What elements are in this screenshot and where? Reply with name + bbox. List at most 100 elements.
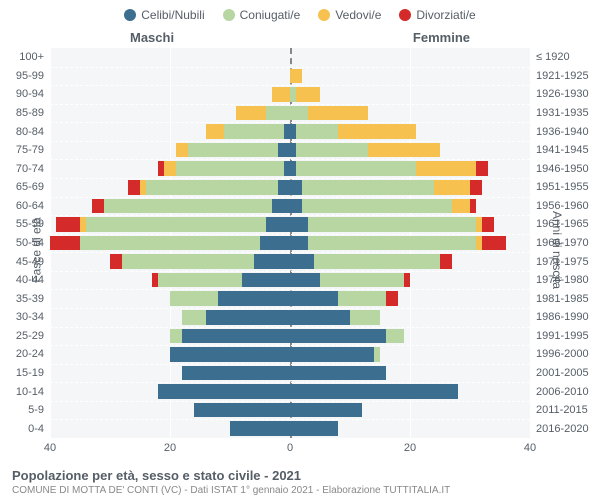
bar-segment bbox=[296, 161, 416, 176]
bar-female bbox=[290, 403, 530, 418]
bar-segment bbox=[308, 106, 368, 121]
bar-male bbox=[50, 236, 290, 251]
birth-year-label: 2011-2015 bbox=[536, 401, 588, 420]
bar-male bbox=[50, 403, 290, 418]
birth-year-label: 1931-1935 bbox=[536, 104, 589, 123]
pyramid-row bbox=[50, 345, 530, 364]
bar-female bbox=[290, 217, 530, 232]
bar-segment bbox=[290, 69, 302, 84]
label-maschi: Maschi bbox=[130, 30, 174, 45]
bar-segment bbox=[482, 236, 506, 251]
chart-container: Celibi/NubiliConiugati/eVedovi/eDivorzia… bbox=[0, 0, 600, 500]
pyramid-row bbox=[50, 382, 530, 401]
pyramid-row bbox=[50, 289, 530, 308]
bar-female bbox=[290, 273, 530, 288]
bar-segment bbox=[56, 217, 80, 232]
chart-subtitle: COMUNE DI MOTTA DE' CONTI (VC) - Dati IS… bbox=[12, 485, 588, 496]
bar-segment bbox=[290, 273, 320, 288]
bar-segment bbox=[182, 366, 290, 381]
bar-segment bbox=[290, 403, 362, 418]
bar-male bbox=[50, 384, 290, 399]
x-tick-label: 20 bbox=[164, 442, 176, 454]
bar-segment bbox=[308, 236, 476, 251]
bar-segment bbox=[272, 199, 290, 214]
bar-male bbox=[50, 310, 290, 325]
bar-female bbox=[290, 384, 530, 399]
birth-year-label: 1961-1965 bbox=[536, 215, 589, 234]
birth-year-label: 1951-1955 bbox=[536, 178, 589, 197]
legend-swatch bbox=[223, 9, 235, 21]
bar-segment bbox=[176, 161, 284, 176]
legend-item: Celibi/Nubili bbox=[124, 8, 204, 22]
bar-female bbox=[290, 143, 530, 158]
bar-segment bbox=[368, 143, 440, 158]
bar-segment bbox=[206, 124, 224, 139]
bar-segment bbox=[296, 143, 368, 158]
birth-year-label: 2006-2010 bbox=[536, 382, 589, 401]
bar-segment bbox=[290, 199, 302, 214]
birth-year-label: 1921-1925 bbox=[536, 67, 589, 86]
pyramid-row bbox=[50, 215, 530, 234]
bar-segment bbox=[176, 143, 188, 158]
bar-segment bbox=[296, 124, 338, 139]
birth-year-label: 1926-1930 bbox=[536, 85, 589, 104]
bar-male bbox=[50, 291, 290, 306]
age-band-label: 55-59 bbox=[16, 215, 44, 234]
plot bbox=[50, 48, 530, 438]
bar-segment bbox=[290, 180, 302, 195]
age-band-label: 80-84 bbox=[16, 122, 44, 141]
y-axis-left: 100+95-9990-9485-8980-8475-7970-7465-696… bbox=[0, 48, 50, 438]
bar-segment bbox=[470, 199, 476, 214]
pyramid-row bbox=[50, 364, 530, 383]
bar-male bbox=[50, 106, 290, 121]
bar-segment bbox=[290, 347, 374, 362]
birth-year-label: 1971-1975 bbox=[536, 252, 589, 271]
plot-area bbox=[50, 48, 530, 438]
age-band-label: 5-9 bbox=[28, 401, 44, 420]
bar-segment bbox=[440, 254, 452, 269]
bar-segment bbox=[50, 236, 80, 251]
bar-female bbox=[290, 124, 530, 139]
bar-segment bbox=[350, 310, 380, 325]
legend-label: Celibi/Nubili bbox=[141, 8, 204, 22]
bar-segment bbox=[182, 310, 206, 325]
birth-year-label: 1936-1940 bbox=[536, 122, 589, 141]
pyramid-row bbox=[50, 234, 530, 253]
footer: Popolazione per età, sesso e stato civil… bbox=[12, 468, 588, 496]
bar-segment bbox=[158, 384, 290, 399]
bar-segment bbox=[170, 329, 182, 344]
bar-male bbox=[50, 180, 290, 195]
pyramid-row bbox=[50, 48, 530, 67]
x-tick-label: 0 bbox=[287, 442, 293, 454]
birth-year-label: 1976-1980 bbox=[536, 271, 589, 290]
bar-segment bbox=[242, 273, 290, 288]
bar-segment bbox=[374, 347, 380, 362]
pyramid-row bbox=[50, 308, 530, 327]
birth-year-label: 1941-1945 bbox=[536, 141, 589, 160]
bar-segment bbox=[278, 143, 290, 158]
birth-year-label: 1966-1970 bbox=[536, 234, 589, 253]
age-band-label: 30-34 bbox=[16, 308, 44, 327]
age-band-label: 25-29 bbox=[16, 327, 44, 346]
legend-item: Coniugati/e bbox=[223, 8, 301, 22]
bar-segment bbox=[224, 124, 284, 139]
bar-segment bbox=[290, 106, 308, 121]
gridline-v bbox=[530, 48, 531, 438]
bar-segment bbox=[296, 87, 320, 102]
birth-year-label: 1956-1960 bbox=[536, 197, 589, 216]
legend-label: Coniugati/e bbox=[240, 8, 301, 22]
bar-segment bbox=[302, 199, 452, 214]
bar-segment bbox=[206, 310, 290, 325]
bar-segment bbox=[482, 217, 494, 232]
pyramid-row bbox=[50, 141, 530, 160]
pyramid-row bbox=[50, 419, 530, 438]
legend-swatch bbox=[399, 9, 411, 21]
birth-year-label: 1981-1985 bbox=[536, 289, 589, 308]
bar-male bbox=[50, 217, 290, 232]
bar-segment bbox=[290, 384, 458, 399]
pyramid-row bbox=[50, 122, 530, 141]
bar-male bbox=[50, 329, 290, 344]
chart-title: Popolazione per età, sesso e stato civil… bbox=[12, 468, 588, 483]
bar-male bbox=[50, 124, 290, 139]
bar-segment bbox=[278, 180, 290, 195]
